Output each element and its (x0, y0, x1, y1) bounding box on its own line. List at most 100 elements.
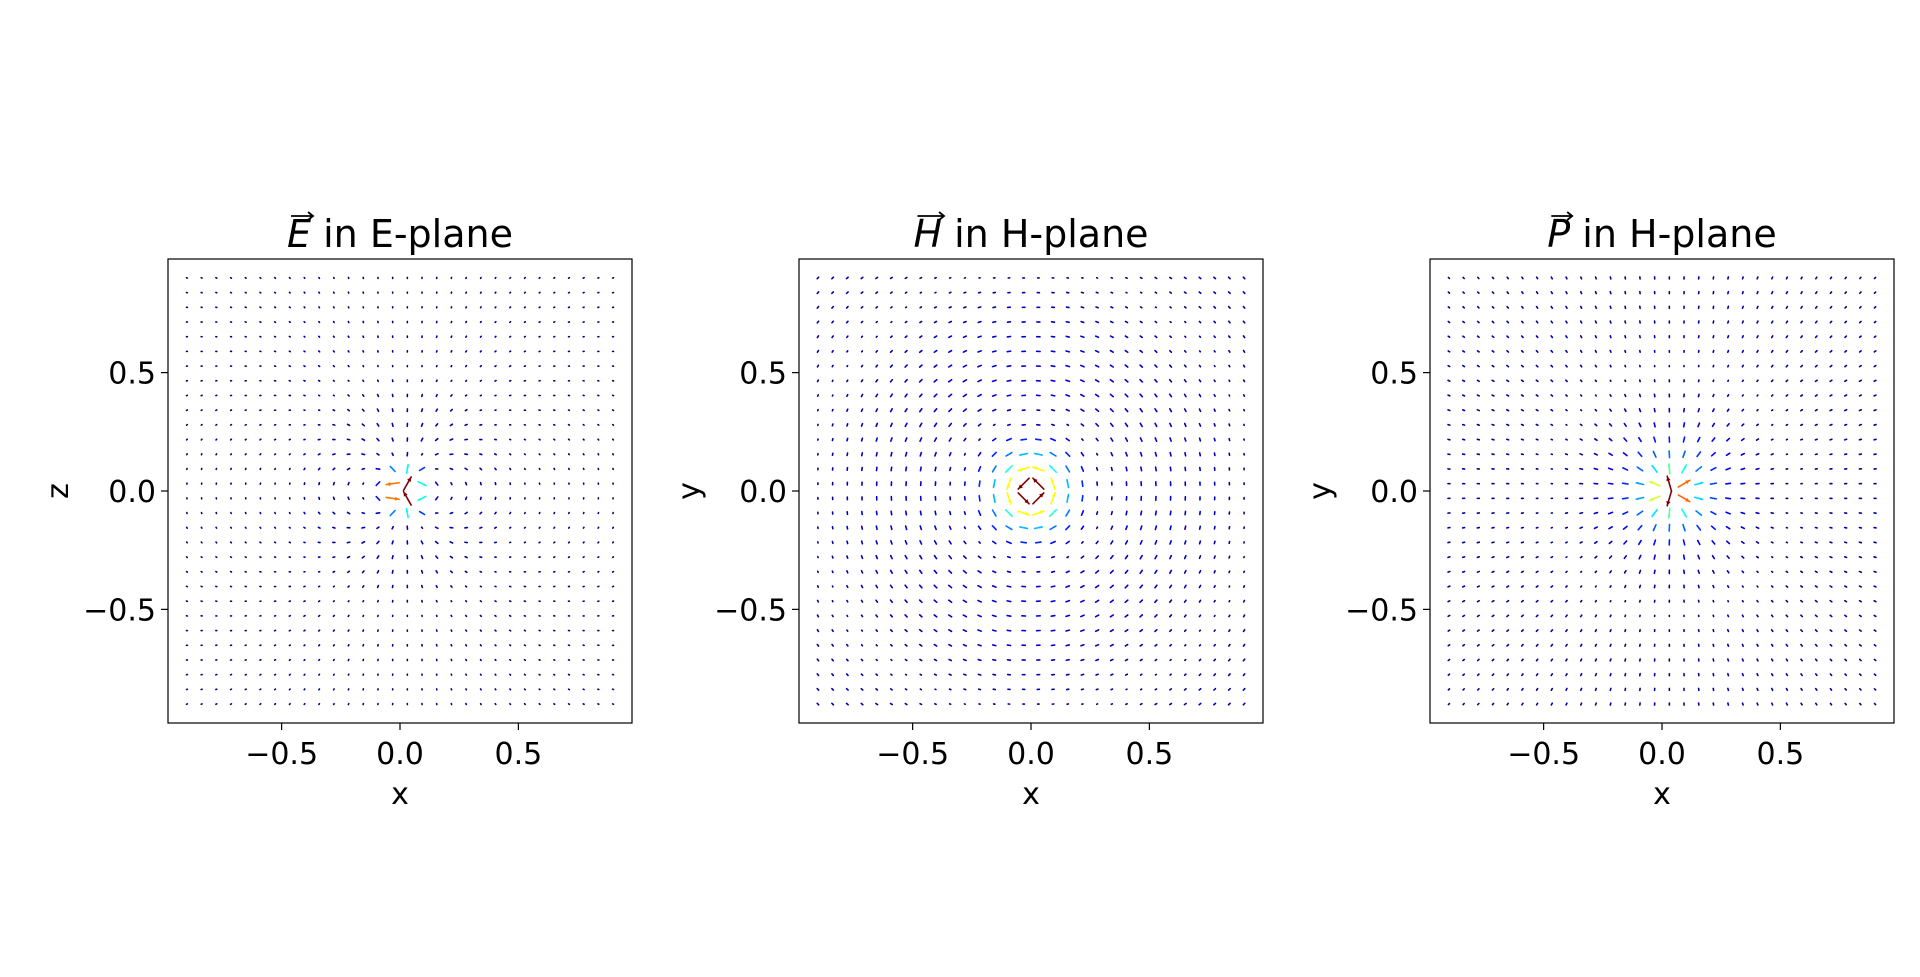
quiver-arrow-head (1537, 600, 1538, 602)
quiver-arrow-head (466, 512, 468, 514)
quiver-arrow-head (920, 540, 922, 543)
quiver-arrow-head (421, 542, 423, 544)
quiver-arrow-head (847, 453, 848, 454)
quiver-arrow-head (890, 526, 892, 528)
quiver-arrow-head (1200, 674, 1201, 675)
quiver-arrow-head (1478, 307, 1479, 308)
quiver-arrow-head (1229, 484, 1230, 485)
quiver-arrow-head (1551, 659, 1553, 660)
quiver-arrow-head (1742, 307, 1743, 309)
quiver-arrow-head (935, 306, 937, 308)
quiver-arrow-head (832, 541, 833, 543)
quiver-arrow-head (1141, 410, 1143, 412)
quiver-arrow-head (920, 526, 922, 528)
quiver-arrow-head (1463, 600, 1465, 602)
quiver-arrow-head (450, 395, 452, 397)
quiver-arrow-head (950, 438, 952, 440)
quiver-arrow-head (1066, 689, 1068, 690)
quiver-arrow-head (1522, 483, 1524, 484)
quiver-arrow-head (847, 394, 848, 396)
quiver-arrow-head (1184, 484, 1186, 486)
quiver-arrow-head (861, 600, 863, 602)
quiver-arrow-head (846, 585, 848, 587)
quiver-arrow-head (861, 322, 862, 323)
quiver-arrow-head (1639, 703, 1641, 704)
quiver-arrow-head (876, 394, 878, 396)
quiver-arrow-head (1449, 571, 1450, 572)
quiver-arrow-head (481, 542, 482, 543)
quiver-arrow-head (1493, 674, 1494, 675)
quiver-arrow-head (891, 365, 893, 367)
quiver-arrow-head (405, 508, 409, 512)
quiver-arrow-head (1581, 629, 1582, 631)
quiver-arrow-head (1522, 468, 1524, 470)
quiver-arrow-head (817, 616, 819, 617)
quiver-arrow-head (1141, 380, 1143, 382)
quiver-arrow-head (1038, 306, 1040, 308)
quiver-arrow-head (451, 557, 453, 558)
quiver-arrow-head (1639, 408, 1641, 410)
quiver-arrow-head (1229, 703, 1231, 705)
quiver-arrow-head (1522, 600, 1524, 602)
quiver-arrow-head (1036, 586, 1038, 588)
quiver-arrow-head (1727, 703, 1729, 704)
quiver-arrow-head (1728, 409, 1729, 411)
quiver-arrow-head (1097, 380, 1099, 382)
quiver-arrow-head (481, 527, 482, 528)
quiver-arrow-head (1478, 556, 1480, 558)
quiver-arrow-head (1125, 645, 1127, 646)
y-tick-label: 0.5 (108, 357, 156, 392)
quiver-arrow-head (1025, 512, 1030, 516)
quiver-arrow-head (1463, 454, 1465, 455)
quiver-arrow-head (1112, 366, 1114, 368)
quiver-arrow-head (1126, 366, 1128, 368)
quiver-arrow-head (1126, 321, 1128, 323)
quiver-arrows (1447, 276, 1877, 706)
quiver-arrow-head (1184, 572, 1186, 574)
quiver-arrow-head (977, 600, 980, 602)
quiver-arrow-head (1126, 336, 1128, 338)
quiver-arrow-head (1551, 278, 1553, 279)
quiver-arrow-head (992, 439, 995, 441)
quiver-arrow-head (1199, 410, 1201, 412)
quiver-arrow-head (1024, 336, 1026, 338)
quiver-arrow-head (349, 453, 350, 455)
quiver-arrow-head (450, 439, 452, 441)
quiver-arrow-head (861, 511, 863, 513)
quiver-arrow-head (994, 394, 996, 396)
quiver-arrow-head (1214, 484, 1216, 485)
quiver-arrow-head (905, 452, 907, 454)
quiver-arrow-head (1051, 630, 1053, 632)
quiver-arrow-head (1140, 513, 1142, 515)
quiver-arrow-head (963, 629, 965, 631)
quiver-arrow-head (965, 306, 966, 308)
quiver-arrow-head (1713, 307, 1714, 309)
quiver-arrow-head (1668, 528, 1671, 532)
quiver-arrow-head (495, 497, 496, 499)
quiver-arrow-head (1463, 630, 1465, 631)
quiver-arrow-head (376, 527, 378, 529)
quiver-arrow-head (1214, 410, 1216, 412)
quiver-arrow-head (963, 674, 965, 675)
quiver-arrow-head (1228, 321, 1230, 322)
quiver-arrow-head (1478, 322, 1479, 323)
quiver-arrow-head (934, 674, 936, 675)
quiver-arrow-head (1522, 556, 1524, 558)
quiver-arrow-head (1713, 688, 1714, 690)
quiver-arrow-head (1463, 556, 1465, 558)
quiver-arrow-head (935, 379, 937, 381)
quiver-arrow-head (1155, 277, 1156, 279)
quiver-arrow-head (1141, 395, 1143, 397)
quiver-arrow-head (1066, 600, 1068, 602)
quiver-arrow-head (1110, 586, 1112, 588)
quiver-arrow-head (979, 542, 981, 544)
quiver-arrow-head (949, 467, 951, 469)
quiver-arrow-head (436, 542, 438, 544)
quiver-arrow-head (1581, 307, 1582, 309)
quiver-arrow-head (1610, 673, 1611, 675)
quiver-arrow-head (1110, 615, 1112, 617)
quiver-arrow-head (1493, 512, 1494, 514)
quiver-arrow-head (1683, 337, 1685, 338)
quiver-arrow-head (1522, 542, 1524, 543)
quiver-arrow-head (1579, 512, 1581, 514)
